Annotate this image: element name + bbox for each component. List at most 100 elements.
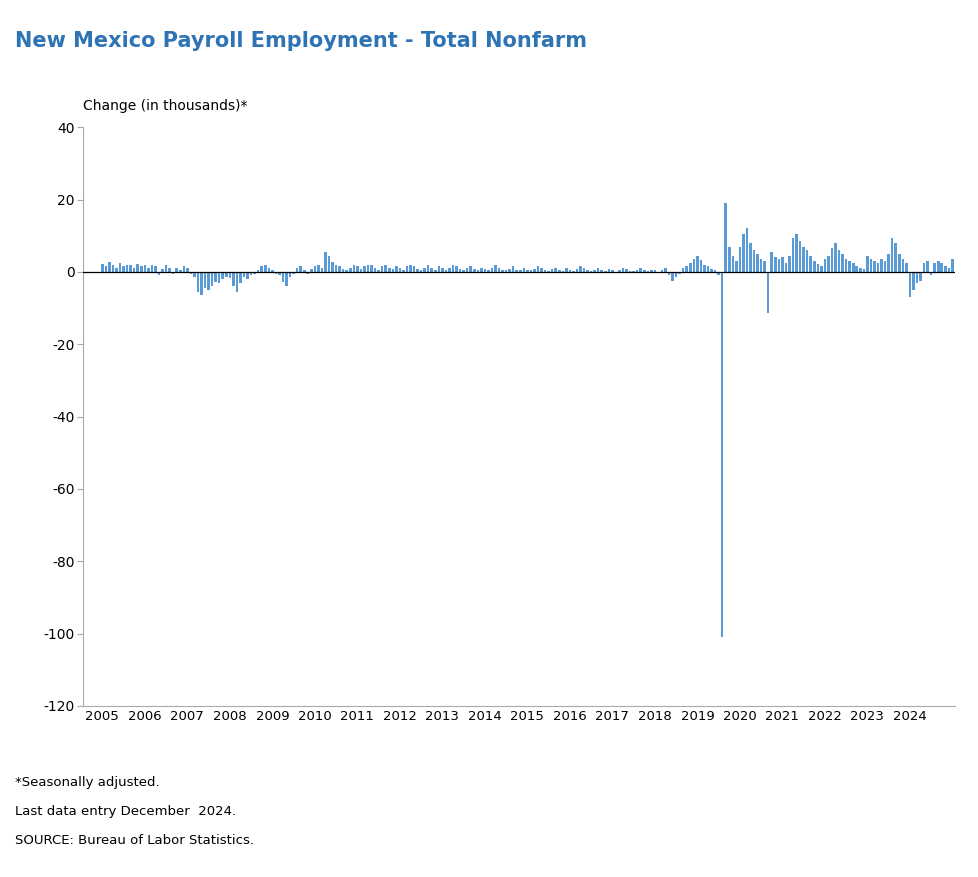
Bar bbox=[313, 267, 316, 272]
Bar bbox=[625, 269, 627, 272]
Bar bbox=[175, 267, 178, 272]
Bar bbox=[384, 265, 386, 272]
Bar bbox=[689, 263, 690, 272]
Bar bbox=[190, 272, 192, 274]
Bar bbox=[671, 272, 673, 281]
Bar bbox=[157, 272, 160, 275]
Bar bbox=[108, 261, 111, 272]
Bar bbox=[851, 263, 854, 272]
Bar bbox=[210, 272, 213, 286]
Bar bbox=[645, 271, 648, 272]
Bar bbox=[600, 270, 602, 272]
Bar bbox=[328, 255, 330, 272]
Bar bbox=[441, 268, 443, 272]
Bar bbox=[122, 267, 125, 272]
Bar bbox=[855, 267, 857, 272]
Bar bbox=[140, 267, 143, 272]
Bar bbox=[285, 272, 288, 286]
Bar bbox=[249, 272, 252, 275]
Bar bbox=[501, 270, 504, 272]
Bar bbox=[214, 272, 217, 282]
Bar bbox=[745, 228, 747, 272]
Bar bbox=[203, 272, 206, 289]
Bar bbox=[172, 272, 174, 274]
Bar bbox=[186, 267, 189, 272]
Bar bbox=[890, 238, 893, 272]
Bar bbox=[218, 272, 220, 283]
Bar bbox=[352, 266, 355, 272]
Bar bbox=[929, 272, 931, 275]
Bar bbox=[292, 272, 294, 274]
Bar bbox=[155, 267, 156, 272]
Bar bbox=[161, 269, 163, 272]
Bar bbox=[232, 272, 235, 286]
Bar bbox=[466, 268, 467, 272]
Bar bbox=[533, 269, 535, 272]
Bar bbox=[515, 270, 517, 272]
Bar bbox=[147, 268, 150, 272]
Bar bbox=[918, 272, 921, 281]
Bar bbox=[525, 270, 528, 272]
Bar bbox=[479, 267, 482, 272]
Bar bbox=[816, 264, 819, 272]
Bar bbox=[413, 267, 415, 272]
Bar bbox=[908, 272, 911, 297]
Bar bbox=[105, 267, 107, 272]
Text: New Mexico Payroll Employment - Total Nonfarm: New Mexico Payroll Employment - Total No… bbox=[15, 31, 586, 51]
Bar bbox=[317, 265, 320, 272]
Bar bbox=[586, 270, 588, 272]
Bar bbox=[334, 265, 337, 272]
Bar bbox=[597, 267, 599, 272]
Bar bbox=[812, 261, 815, 272]
Bar bbox=[543, 270, 546, 272]
Bar bbox=[954, 263, 956, 272]
Bar bbox=[840, 253, 843, 272]
Bar bbox=[278, 272, 281, 275]
Bar bbox=[734, 261, 736, 272]
Bar bbox=[763, 261, 765, 272]
Bar bbox=[632, 271, 635, 272]
Bar bbox=[809, 255, 811, 272]
Bar bbox=[359, 269, 362, 272]
Bar bbox=[968, 263, 970, 272]
Bar bbox=[377, 270, 379, 272]
Bar bbox=[886, 253, 889, 272]
Bar bbox=[236, 272, 238, 292]
Bar bbox=[610, 270, 613, 272]
Bar bbox=[947, 267, 950, 272]
Bar bbox=[879, 260, 882, 272]
Bar bbox=[363, 267, 366, 272]
Bar bbox=[582, 268, 585, 272]
Bar bbox=[422, 267, 425, 272]
Bar bbox=[551, 269, 553, 272]
Bar bbox=[557, 270, 560, 272]
Bar bbox=[483, 269, 486, 272]
Bar bbox=[702, 265, 705, 272]
Bar bbox=[833, 243, 836, 272]
Bar bbox=[207, 272, 209, 290]
Text: Change (in thousands)*: Change (in thousands)* bbox=[83, 99, 247, 113]
Bar bbox=[310, 269, 312, 272]
Bar bbox=[571, 271, 574, 272]
Bar bbox=[282, 272, 284, 282]
Bar bbox=[911, 272, 913, 290]
Bar bbox=[876, 263, 878, 272]
Bar bbox=[858, 267, 861, 272]
Bar bbox=[748, 243, 751, 272]
Bar bbox=[752, 250, 755, 272]
Bar bbox=[144, 266, 146, 272]
Bar bbox=[603, 271, 606, 272]
Bar bbox=[695, 255, 698, 272]
Bar bbox=[868, 260, 871, 272]
Bar bbox=[805, 250, 808, 272]
Bar bbox=[643, 270, 645, 272]
Bar bbox=[522, 268, 524, 272]
Bar bbox=[402, 270, 404, 272]
Bar bbox=[239, 272, 242, 282]
Text: *Seasonally adjusted.: *Seasonally adjusted. bbox=[15, 776, 159, 789]
Bar bbox=[957, 267, 959, 272]
Bar bbox=[872, 261, 875, 272]
Bar bbox=[614, 272, 616, 273]
Bar bbox=[691, 260, 694, 272]
Bar bbox=[706, 267, 708, 272]
